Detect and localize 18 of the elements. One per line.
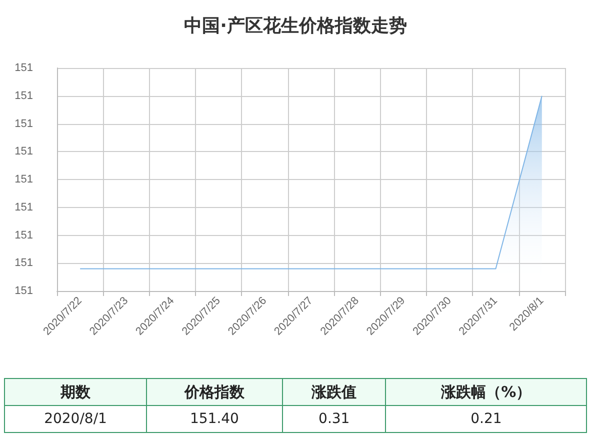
text: 涨跌值 bbox=[282, 378, 386, 406]
y-tick-label: 151 bbox=[14, 257, 33, 270]
text: 2020/8/1 bbox=[4, 406, 147, 432]
y-tick-label: 151 bbox=[14, 62, 33, 74]
text: 0.31 bbox=[282, 406, 386, 432]
y-tick-label: 151 bbox=[14, 174, 33, 186]
y-tick-label: 151 bbox=[14, 229, 33, 242]
y-tick-label: 151 bbox=[14, 118, 33, 130]
text: 涨跌幅（%） bbox=[386, 378, 586, 406]
text: 价格指数 bbox=[146, 378, 282, 406]
y-tick-label: 151 bbox=[14, 201, 33, 214]
text: 0.21 bbox=[386, 406, 586, 432]
text: 151.40 bbox=[146, 406, 282, 432]
y-tick-label: 151 bbox=[14, 146, 33, 158]
text: 期数 bbox=[4, 378, 147, 406]
chart-title: 中国·产区花生价格指数走势 bbox=[184, 16, 407, 36]
y-tick-label: 151 bbox=[14, 285, 33, 297]
y-tick-label: 151 bbox=[14, 90, 33, 102]
